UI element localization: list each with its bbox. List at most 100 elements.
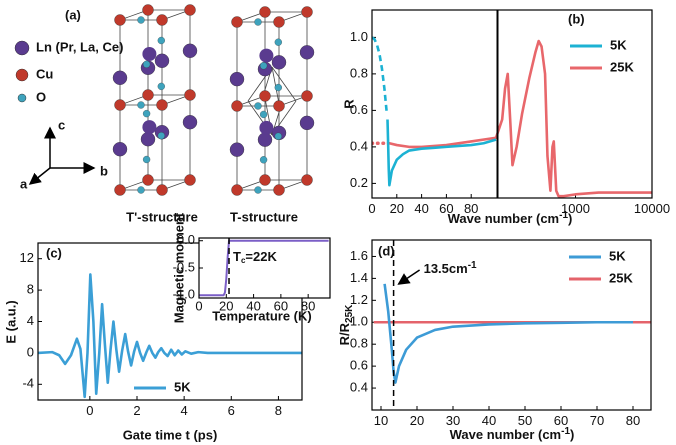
- cu-atom: [301, 90, 313, 102]
- cu-atom: [114, 14, 126, 26]
- series-line: [199, 239, 329, 297]
- legend-label: Ln (Pr, La, Ce): [36, 39, 123, 54]
- cu-atom: [156, 99, 168, 111]
- text-part: ): [568, 211, 572, 226]
- x-tick-label: 60: [274, 298, 288, 313]
- ln-atom: [259, 120, 274, 135]
- ln-atom: [140, 131, 156, 147]
- cu-atom: [259, 90, 271, 102]
- cu-atom: [184, 174, 196, 186]
- o-atom: [274, 38, 282, 46]
- y-tick-label: 0.6: [350, 102, 368, 117]
- y-tick-label: 12: [20, 250, 34, 265]
- x-tick-label: 10000: [634, 201, 670, 216]
- x-tick-label: 80: [301, 298, 315, 313]
- legend-atom: [15, 68, 29, 82]
- inset-background: [199, 238, 330, 298]
- ln-atom: [229, 71, 245, 87]
- o-atom: [259, 62, 268, 70]
- legend-label: 25K: [610, 59, 634, 74]
- x-axis-label: Wave number (cm-1): [450, 426, 575, 442]
- text-part: -1: [561, 426, 570, 437]
- ln-atom: [182, 43, 198, 58]
- ln-atom: [112, 70, 128, 86]
- legend-atom: [14, 40, 30, 56]
- y-tick-label: 0.8: [350, 336, 368, 351]
- cu-atom: [142, 4, 154, 16]
- plot-area: [372, 36, 652, 198]
- panel-label: (b): [568, 11, 585, 26]
- ln-atom: [299, 115, 315, 131]
- cu-atom: [301, 174, 313, 186]
- plot-area: [373, 283, 651, 384]
- cu-atom: [301, 6, 313, 18]
- ln-atom: [229, 142, 245, 157]
- structure-label: T'-structure: [126, 209, 198, 224]
- y-axis-label: E (a.u.): [3, 300, 18, 343]
- x-tick-label: 0: [86, 403, 93, 418]
- y-tick-label: 1.2: [350, 292, 368, 307]
- axis-b: b: [100, 163, 108, 178]
- legend-label: O: [36, 89, 46, 104]
- cu-atom: [114, 99, 126, 111]
- annotation-arrow: [397, 269, 421, 285]
- text-part: -1: [559, 210, 568, 221]
- x-tick-label: 8: [275, 403, 282, 418]
- legend-label: 5K: [609, 248, 626, 263]
- x-tick-label: 0: [368, 201, 375, 216]
- y-axis-label: R/R25K: [337, 304, 354, 346]
- y-tick-label: 0.4: [350, 138, 368, 153]
- legend-label: Cu: [36, 66, 53, 81]
- o-atom: [157, 132, 165, 140]
- y-tick-label: 1.0: [350, 29, 368, 44]
- frame: [371, 9, 653, 199]
- cu-atom: [273, 184, 285, 196]
- frame: [371, 239, 652, 411]
- y-tick-label: 0.6: [350, 358, 368, 373]
- o-atom: [157, 36, 165, 45]
- ln-atom: [112, 141, 128, 157]
- x-tick-label: 40: [414, 201, 428, 216]
- y-tick-label: 0.8: [350, 65, 368, 80]
- x-tick-label: 0: [195, 298, 202, 313]
- ln-atom: [259, 48, 274, 63]
- ln-atom: [154, 53, 170, 68]
- panel-label: (d): [378, 243, 395, 258]
- x-tick-label: 20: [219, 298, 233, 313]
- y-tick-label: -1.0: [173, 287, 195, 302]
- o-atom: [137, 16, 145, 24]
- x-tick-label: 80: [626, 413, 640, 428]
- frame: [37, 242, 303, 401]
- series-line: [383, 283, 633, 384]
- x-axis-label: Temperature (K): [212, 308, 311, 323]
- text-part: c: [241, 256, 246, 265]
- text-part: 13.5cm: [424, 261, 468, 276]
- x-axis-label: Wave number (cm-1): [448, 210, 573, 226]
- annotation: 13.5cm-1: [424, 260, 477, 276]
- cu-atom: [259, 174, 271, 186]
- y-axis-label: Magnetic moment: [171, 212, 186, 323]
- panel-label: (a): [65, 7, 81, 22]
- plot-area: [38, 273, 302, 399]
- o-atom: [254, 102, 262, 110]
- series-line: [372, 36, 389, 115]
- x-tick-label: 20: [390, 201, 404, 216]
- legend-label: 5K: [174, 379, 191, 394]
- annotation: Tc=22K: [233, 249, 277, 264]
- x-axis-label: Gate time t (ps): [123, 427, 218, 442]
- o-atom: [137, 186, 145, 194]
- x-tick-label: 6: [228, 403, 235, 418]
- o-atom: [142, 109, 151, 118]
- x-tick-label: 40: [246, 298, 260, 313]
- o-atom: [137, 101, 145, 109]
- x-tick-label: 1000: [561, 201, 590, 216]
- legend-label: 25K: [609, 270, 633, 285]
- ln-atom: [271, 55, 287, 70]
- ln-atom: [299, 45, 315, 60]
- x-tick-label: 70: [590, 413, 604, 428]
- text-part: R/R: [337, 322, 352, 345]
- cu-atom: [114, 184, 126, 196]
- axis-a: a: [20, 176, 28, 191]
- text-part: T: [233, 249, 241, 264]
- x-tick-label: 80: [464, 201, 478, 216]
